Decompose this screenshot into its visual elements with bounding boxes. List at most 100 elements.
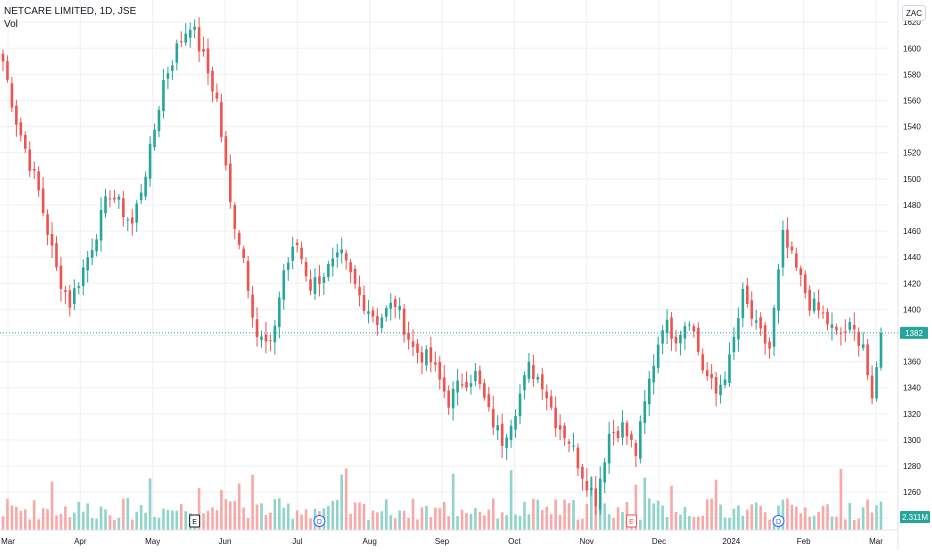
- volume-bar: [879, 501, 883, 530]
- volume-bar: [90, 518, 94, 530]
- candle-body: [460, 384, 464, 386]
- earnings-marker[interactable]: E: [625, 514, 637, 528]
- candle-body: [456, 380, 459, 393]
- volume-bar: [701, 515, 705, 530]
- candle-body: [398, 305, 401, 311]
- candle-body: [197, 27, 201, 52]
- candle-body: [688, 324, 691, 326]
- volume-bar: [273, 499, 277, 530]
- candle-body: [545, 391, 549, 399]
- currency-button[interactable]: ZAC: [902, 5, 926, 21]
- volume-bar: [46, 509, 49, 530]
- candle-body: [496, 425, 500, 431]
- candle-body: [639, 421, 642, 459]
- volume-bar: [184, 511, 188, 530]
- candle-body: [625, 422, 629, 437]
- volume-bar: [175, 510, 179, 530]
- x-tick-label: Feb: [797, 537, 811, 546]
- volume-bar: [465, 513, 468, 530]
- candle-body: [719, 384, 722, 396]
- candle-body: [273, 325, 277, 343]
- volume-bar: [113, 519, 116, 530]
- volume-bar: [162, 508, 165, 530]
- volume-bar: [300, 514, 303, 530]
- candle-body: [434, 362, 437, 365]
- candle-body: [211, 70, 214, 92]
- volume-bar: [848, 503, 852, 530]
- candle-body: [157, 109, 161, 132]
- dividend-marker[interactable]: D: [313, 515, 326, 527]
- volume-bar: [122, 498, 125, 530]
- candle-body: [745, 285, 749, 304]
- volume-bar: [540, 509, 544, 530]
- candle-body: [750, 300, 754, 319]
- candle-body: [1, 53, 5, 62]
- candle-body: [844, 331, 847, 333]
- volume-bar: [616, 507, 620, 530]
- candle-body: [799, 268, 803, 276]
- candle-body: [202, 48, 205, 52]
- candle-body: [861, 344, 865, 349]
- candle-body: [28, 149, 32, 171]
- candle-body: [705, 370, 709, 377]
- candle-body: [741, 288, 745, 319]
- candle-body: [732, 336, 736, 353]
- volume-bar: [710, 498, 713, 530]
- candle-body: [652, 365, 656, 383]
- candle-body: [242, 248, 245, 259]
- volume-bar: [242, 507, 245, 530]
- candle-body: [572, 445, 575, 447]
- volume-bar: [799, 513, 803, 530]
- volume-bar: [407, 517, 410, 530]
- candle-body: [278, 297, 281, 328]
- candle-body: [576, 447, 580, 469]
- x-tick-label: Oct: [508, 537, 521, 546]
- candle-body: [23, 134, 27, 149]
- candle-body: [68, 290, 72, 308]
- candle-body: [251, 294, 254, 318]
- volume-bar: [371, 510, 375, 530]
- dividend-marker[interactable]: D: [772, 515, 785, 527]
- candle-body: [188, 29, 192, 38]
- volume-bar: [393, 518, 397, 530]
- candle-body: [630, 434, 633, 440]
- candle-body: [327, 264, 330, 278]
- volume-bar: [870, 512, 874, 530]
- candle-body: [162, 80, 165, 112]
- volume-bar: [344, 468, 348, 530]
- volume-bar: [37, 519, 40, 530]
- volume-bar: [866, 499, 869, 530]
- volume-bar: [732, 508, 736, 530]
- volume-bar: [612, 517, 615, 530]
- candle-body: [367, 311, 370, 314]
- candle-body: [696, 327, 700, 352]
- candle-body: [763, 325, 767, 344]
- y-tick-label: 1280: [903, 462, 921, 471]
- candle-body: [309, 279, 312, 291]
- candle-body: [647, 378, 651, 405]
- volume-bar: [603, 503, 606, 530]
- candle-body: [353, 268, 357, 284]
- candle-body: [264, 334, 268, 342]
- volume-bar: [875, 505, 878, 530]
- volume-bar: [714, 479, 718, 530]
- volume-bar: [68, 517, 72, 530]
- candle-body: [661, 330, 664, 344]
- candle-body: [73, 288, 76, 305]
- candle-body: [777, 269, 780, 311]
- volume-bar: [483, 515, 486, 530]
- candle-body: [714, 376, 718, 394]
- earnings-marker[interactable]: E: [189, 514, 201, 528]
- candle-body: [362, 295, 366, 311]
- volume-bar: [679, 514, 682, 530]
- volume-bar: [99, 506, 103, 530]
- volume-bar: [803, 507, 807, 530]
- y-tick-label: 1540: [903, 123, 921, 132]
- volume-bar: [86, 503, 89, 530]
- candle-body: [99, 209, 103, 241]
- candle-body: [15, 105, 18, 125]
- volume-bar: [491, 498, 495, 530]
